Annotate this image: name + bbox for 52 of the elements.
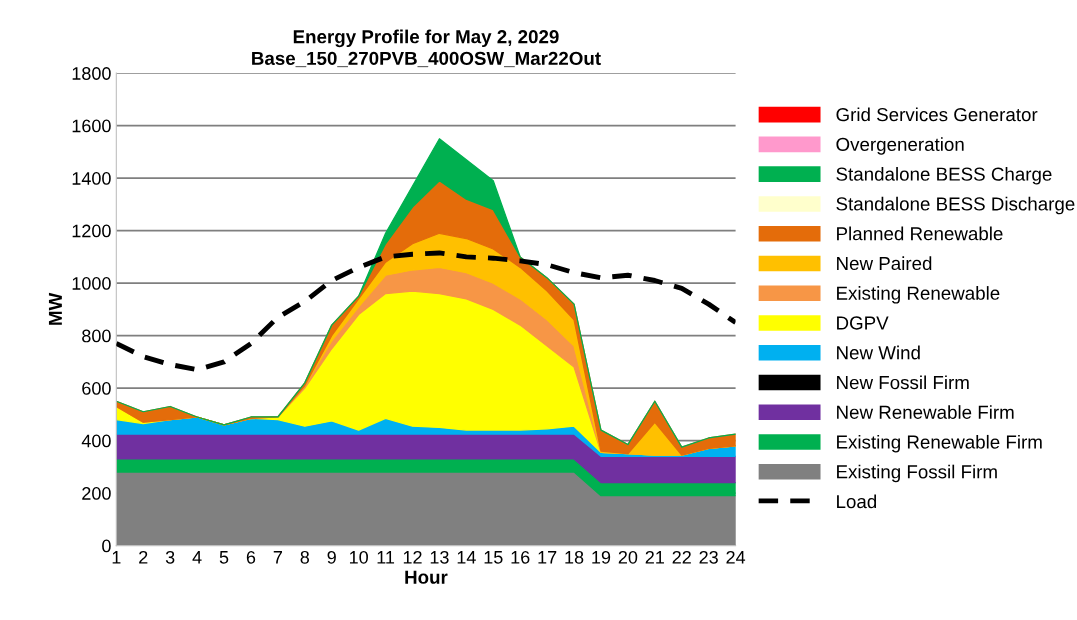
y-tick-label: 1800 <box>72 67 111 80</box>
x-tick-label: 11 <box>377 551 395 564</box>
x-tick-label: 2 <box>139 550 148 564</box>
legend-label: Planned Renewable <box>837 226 1003 241</box>
x-tick-label: 9 <box>327 550 336 564</box>
x-tick-label: 10 <box>349 550 368 564</box>
chart-title: Energy Profile for May 2, 2029 Base_150_270PVB_400OSW_Mar22Out <box>252 29 601 68</box>
x-tick-label: 7 <box>273 551 282 564</box>
y-tick-label: 1000 <box>72 277 111 290</box>
y-tick-label: 1200 <box>72 224 111 238</box>
y-axis-title: MW <box>48 292 62 325</box>
x-tick-label: 16 <box>511 550 530 564</box>
x-tick-label: 19 <box>592 550 611 564</box>
legend-label: Standalone BESS Charge <box>836 167 1052 185</box>
x-tick-label: 15 <box>484 551 503 564</box>
x-tick-label: 24 <box>726 550 746 564</box>
legend-label: Grid Services Generator <box>836 107 1038 122</box>
y-tick-label: 400 <box>81 434 111 448</box>
x-tick-label: 13 <box>430 550 449 564</box>
x-tick-label: 3 <box>165 550 175 564</box>
x-tick-label: 1 <box>112 551 121 564</box>
x-tick-label: 4 <box>192 551 202 564</box>
y-tick-label: 800 <box>82 329 111 343</box>
legend-label: Standalone BESS Discharge <box>836 196 1075 215</box>
line-series <box>116 250 736 373</box>
y-tick-label: 600 <box>82 382 111 395</box>
legend-label: Existing Renewable <box>837 286 1000 304</box>
legend-label: New Paired <box>837 256 932 271</box>
legend-label: Overgeneration <box>836 137 964 155</box>
y-tick-label: 200 <box>82 487 111 500</box>
legend-label: Existing Fossil Firm <box>837 464 997 483</box>
y-tick-label: 1600 <box>72 119 111 133</box>
x-tick-label: 14 <box>457 551 476 564</box>
x-tick-label: 20 <box>618 550 638 564</box>
legend-label: Existing Renewable Firm <box>837 434 1042 453</box>
legend-label: Load <box>837 494 877 509</box>
x-tick-label: 21 <box>645 550 664 564</box>
x-tick-label: 8 <box>300 550 310 564</box>
x-tick-label: 5 <box>219 551 229 564</box>
y-tick-label: 0 <box>102 539 111 553</box>
legend-label: DGPV <box>837 316 889 330</box>
x-tick-label: 23 <box>699 550 718 564</box>
legend-label: New Renewable Firm <box>837 405 1014 419</box>
legend-label: New Wind <box>837 345 920 360</box>
x-axis-title: Hour <box>405 570 448 584</box>
x-tick-label: 18 <box>565 550 584 564</box>
x-tick-label: 6 <box>246 550 256 564</box>
x-tick-label: 17 <box>538 551 557 564</box>
x-tick-label: 12 <box>403 550 422 564</box>
x-tick-label: 22 <box>672 550 691 564</box>
legend-label: New Fossil Firm <box>837 375 969 390</box>
y-tick-label: 1400 <box>72 172 111 185</box>
